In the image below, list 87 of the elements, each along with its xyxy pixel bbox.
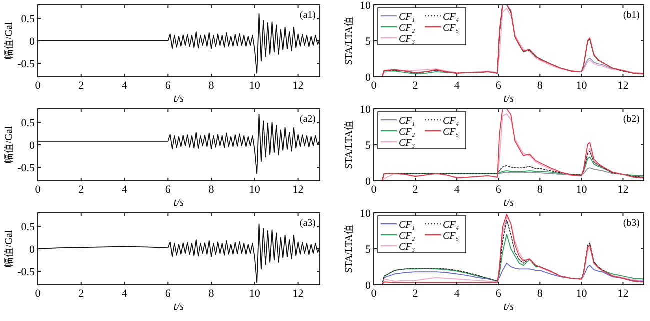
x-tick-label: 10 — [576, 184, 588, 196]
y-axis-title: 幅值/Gal — [3, 22, 15, 60]
x-tick-label: 4 — [122, 288, 128, 300]
y-tick-label: 0 — [366, 72, 372, 84]
y-axis-title: 幅值/Gal — [3, 126, 15, 164]
x-tick-label: 10 — [249, 184, 261, 196]
legend-label: CF₁ — [399, 220, 416, 231]
y-tick-label: 0 — [366, 176, 372, 188]
y-tick-label: -0.5 — [18, 266, 36, 278]
y-tick-label: 0.5 — [21, 222, 36, 234]
x-tick-label: 12 — [618, 80, 629, 92]
legend-label: CF₄ — [443, 116, 460, 127]
x-tick-label: 2 — [412, 288, 418, 300]
x-tick-label: 4 — [122, 80, 128, 92]
x-tick-label: 4 — [454, 80, 460, 92]
annotation: (a2) — [300, 114, 316, 125]
x-tick-label: 8 — [537, 80, 544, 92]
annotation: (a1) — [300, 10, 316, 21]
legend-label: CF₂ — [399, 23, 416, 34]
y-tick-label: -0.5 — [18, 58, 36, 70]
y-axis-title: 幅值/Gal — [3, 230, 15, 268]
x-tick-label: 2 — [78, 184, 84, 196]
y-tick-label: 0 — [30, 140, 36, 152]
y-tick-label: -0.5 — [18, 162, 36, 174]
x-tick-label: 10 — [249, 288, 261, 300]
legend-label: CF₅ — [443, 127, 460, 138]
annotation: (b3) — [623, 218, 640, 229]
x-axis-title: t/s — [174, 93, 184, 105]
legend-label: CF₁ — [399, 12, 416, 23]
x-tick-label: 12 — [618, 288, 629, 300]
x-tick-label: 2 — [412, 80, 418, 92]
legend-label: CF₄ — [443, 12, 460, 23]
x-tick-label: 2 — [78, 80, 84, 92]
legend-label: CF₃ — [399, 34, 416, 45]
x-tick-label: 8 — [537, 184, 544, 196]
x-axis-title: t/s — [504, 197, 514, 209]
x-tick-label: 12 — [292, 184, 304, 196]
x-tick-label: 8 — [208, 80, 215, 92]
y-tick-label: 0.5 — [21, 14, 36, 26]
legend-label: CF₅ — [443, 231, 460, 242]
y-axis-title: STA/LTA值 — [344, 224, 355, 274]
y-tick-label: 10 — [360, 0, 372, 12]
x-tick-label: 12 — [292, 80, 304, 92]
legend-label: CF₄ — [443, 220, 460, 231]
x-tick-label: 10 — [576, 80, 588, 92]
x-tick-label: 12 — [292, 288, 304, 300]
legend-label: CF₂ — [399, 127, 416, 138]
x-tick-label: 8 — [208, 184, 215, 196]
annotation: (b1) — [623, 10, 640, 21]
y-tick-label: 10 — [360, 208, 372, 220]
x-tick-label: 8 — [208, 288, 215, 300]
legend-label: CF₃ — [399, 242, 416, 253]
legend-label: CF₅ — [443, 23, 460, 34]
x-tick-label: 2 — [412, 184, 418, 196]
annotation: (a3) — [300, 218, 316, 229]
x-tick-label: 10 — [249, 80, 261, 92]
x-axis-title: t/s — [174, 301, 184, 313]
y-tick-label: 0 — [30, 36, 36, 48]
x-tick-label: 10 — [576, 288, 588, 300]
x-tick-label: 6 — [496, 184, 502, 196]
x-tick-label: 8 — [537, 288, 544, 300]
legend-label: CF₁ — [399, 116, 416, 127]
legend-label: CF₂ — [399, 231, 416, 242]
x-axis-title: t/s — [174, 197, 184, 209]
y-tick-label: 10 — [360, 104, 372, 116]
x-tick-label: 12 — [618, 184, 629, 196]
x-tick-label: 4 — [122, 184, 128, 196]
x-axis-title: t/s — [504, 301, 514, 313]
legend-label: CF₃ — [399, 138, 416, 149]
y-axis-title: STA/LTA值 — [344, 16, 355, 66]
x-tick-label: 6 — [165, 184, 172, 196]
x-axis-title: t/s — [504, 93, 514, 105]
x-tick-label: 4 — [454, 288, 460, 300]
x-tick-label: 2 — [78, 288, 84, 300]
y-tick-label: 0 — [366, 280, 372, 292]
y-tick-label: 5 — [366, 36, 372, 48]
y-tick-label: 5 — [366, 140, 372, 152]
x-tick-label: 6 — [496, 80, 502, 92]
x-tick-label: 6 — [496, 288, 502, 300]
x-tick-label: 4 — [454, 184, 460, 196]
y-tick-label: 5 — [366, 244, 372, 256]
y-axis-title: STA/LTA值 — [344, 120, 355, 170]
y-tick-label: 0.5 — [21, 118, 36, 130]
y-tick-label: 0 — [30, 244, 36, 256]
x-tick-label: 6 — [165, 80, 172, 92]
x-tick-label: 6 — [165, 288, 172, 300]
annotation: (b2) — [623, 114, 640, 125]
